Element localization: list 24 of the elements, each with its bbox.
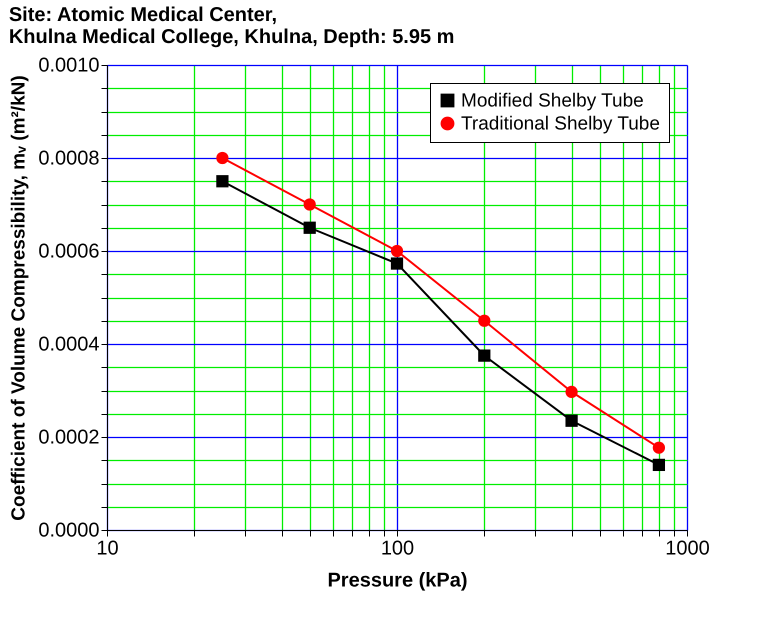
point — [390, 244, 404, 258]
y-tick-label: 0.0002 — [38, 426, 100, 448]
y-tick-label: 0.0008 — [38, 148, 100, 170]
point — [478, 350, 490, 362]
y-tick-label: 0.0010 — [38, 54, 100, 76]
y-tick-label: 0.0006 — [38, 240, 100, 262]
y-axis-title: Coefficient of Volume Compressibility, mᵥ (m²/kN) — [8, 75, 30, 521]
point — [216, 175, 229, 188]
y-tick-label: 0.0004 — [38, 334, 100, 356]
point — [304, 222, 316, 234]
x-tick-label: 1000 — [665, 538, 710, 560]
point — [565, 414, 578, 427]
point — [304, 198, 316, 211]
chart-title: Site: Atomic Medical Center, Khulna Medical College, Khulna, Depth: 5.95 m — [8, 4, 454, 48]
legend-label: Traditional Shelby Tube — [461, 114, 660, 134]
point — [478, 314, 490, 327]
x-axis-title: Pressure (kPa) — [327, 570, 468, 592]
point — [216, 152, 229, 164]
point — [565, 386, 578, 398]
x-tick-label: 100 — [380, 538, 414, 560]
point — [652, 458, 666, 472]
point — [390, 257, 404, 270]
legend-label: Modified Shelby Tube — [461, 90, 644, 112]
point — [652, 442, 666, 454]
